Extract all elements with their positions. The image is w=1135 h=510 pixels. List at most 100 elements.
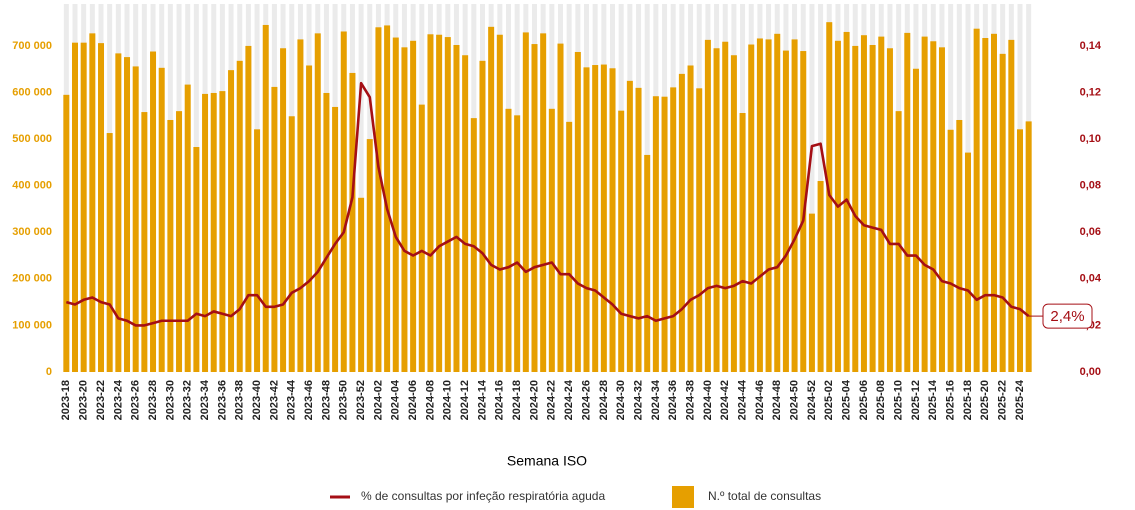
x-tick-label: 2024-16 bbox=[494, 380, 506, 420]
bar bbox=[618, 110, 625, 373]
bar bbox=[886, 48, 893, 372]
bar bbox=[496, 34, 503, 373]
bar bbox=[488, 26, 495, 372]
y-tick-label: 500 000 bbox=[12, 133, 52, 145]
bar bbox=[462, 55, 469, 372]
bar bbox=[219, 91, 226, 373]
x-tick-label: 2024-30 bbox=[615, 380, 627, 420]
bar bbox=[280, 48, 287, 372]
bar bbox=[878, 36, 885, 372]
y-tick-label: 0 bbox=[46, 366, 52, 378]
bar bbox=[1008, 39, 1015, 373]
x-tick-label: 2024-40 bbox=[702, 380, 714, 420]
bar bbox=[947, 129, 954, 372]
bar bbox=[540, 33, 547, 373]
x-tick-label: 2024-32 bbox=[632, 380, 644, 420]
x-tick-label: 2024-44 bbox=[736, 379, 748, 420]
bar bbox=[912, 68, 919, 373]
bar bbox=[678, 73, 685, 373]
bar bbox=[808, 213, 815, 372]
bar bbox=[921, 36, 928, 372]
bar bbox=[167, 119, 174, 373]
bar bbox=[366, 139, 373, 372]
x-tick-label: 2025-14 bbox=[927, 379, 939, 420]
bar bbox=[860, 35, 867, 373]
bar bbox=[306, 65, 313, 372]
x-tick-label: 2024-34 bbox=[650, 379, 662, 420]
bar bbox=[505, 108, 512, 373]
bar bbox=[202, 93, 209, 372]
bar bbox=[852, 45, 859, 373]
bar bbox=[384, 25, 391, 372]
bar bbox=[254, 129, 261, 372]
x-tick-label: 2024-26 bbox=[580, 380, 592, 420]
x-tick-label: 2024-48 bbox=[771, 380, 783, 420]
x-tick-label: 2024-18 bbox=[511, 380, 523, 420]
x-tick-label: 2024-38 bbox=[684, 380, 696, 420]
bar bbox=[89, 33, 96, 373]
category-band bbox=[358, 4, 364, 372]
y2-tick-label: 0,04 bbox=[1080, 273, 1102, 285]
x-tick-label: 2023-32 bbox=[182, 380, 194, 420]
bar bbox=[938, 47, 945, 372]
x-tick-label: 2023-30 bbox=[164, 380, 176, 420]
x-tick-label: 2023-18 bbox=[60, 380, 72, 420]
x-tick-label: 2025-06 bbox=[858, 380, 870, 420]
bar bbox=[713, 48, 720, 372]
bar bbox=[956, 119, 963, 373]
category-band bbox=[809, 4, 815, 372]
bar bbox=[514, 115, 521, 373]
bar bbox=[644, 154, 651, 372]
bar bbox=[349, 72, 356, 372]
legend-label: % de consultas por infeção respiratória … bbox=[361, 489, 605, 503]
bar bbox=[332, 106, 339, 372]
x-tick-label: 2025-02 bbox=[823, 380, 835, 420]
bar bbox=[982, 38, 989, 372]
x-tick-label: 2023-28 bbox=[147, 380, 159, 420]
bar bbox=[930, 41, 937, 373]
bar bbox=[765, 39, 772, 373]
bar bbox=[236, 60, 243, 372]
x-tick-label: 2024-50 bbox=[788, 380, 800, 420]
bar bbox=[245, 45, 252, 373]
bar bbox=[444, 37, 451, 372]
bar bbox=[1025, 121, 1032, 372]
bar bbox=[132, 66, 139, 372]
x-tick-label: 2024-02 bbox=[372, 380, 384, 420]
x-tick-label: 2024-52 bbox=[806, 380, 818, 420]
bar bbox=[124, 57, 131, 373]
bar bbox=[791, 39, 798, 373]
y-tick-label: 100 000 bbox=[12, 319, 52, 331]
y2-tick-label: 0,06 bbox=[1080, 226, 1101, 238]
x-tick-label: 2024-08 bbox=[424, 380, 436, 420]
x-tick-label: 2023-26 bbox=[130, 380, 142, 420]
bar bbox=[964, 152, 971, 372]
x-tick-label: 2024-46 bbox=[754, 380, 766, 420]
bar bbox=[427, 34, 434, 373]
x-tick-label: 2025-22 bbox=[997, 380, 1009, 420]
x-tick-label: 2023-44 bbox=[286, 379, 298, 420]
bar bbox=[782, 50, 789, 373]
x-tick-label: 2023-36 bbox=[216, 380, 228, 420]
y-tick-label: 200 000 bbox=[12, 273, 52, 285]
bar bbox=[210, 92, 217, 372]
x-tick-label: 2024-10 bbox=[442, 380, 454, 420]
x-tick-label: 2024-04 bbox=[390, 379, 402, 420]
y-tick-label: 600 000 bbox=[12, 86, 52, 98]
bar bbox=[661, 96, 668, 372]
bar bbox=[288, 116, 295, 372]
y-tick-label: 400 000 bbox=[12, 180, 52, 192]
legend-swatch bbox=[672, 486, 694, 508]
x-tick-label: 2024-20 bbox=[528, 380, 540, 420]
x-tick-label: 2023-50 bbox=[338, 380, 350, 420]
bar bbox=[314, 33, 321, 373]
bar bbox=[340, 31, 347, 372]
bar bbox=[401, 47, 408, 372]
x-tick-label: 2024-12 bbox=[459, 380, 471, 420]
x-tick-label: 2023-42 bbox=[268, 380, 280, 420]
bar bbox=[990, 33, 997, 373]
y2-tick-label: 0,10 bbox=[1080, 133, 1101, 145]
x-tick-label: 2025-12 bbox=[910, 380, 922, 420]
y2-tick-label: 0,14 bbox=[1080, 40, 1102, 52]
